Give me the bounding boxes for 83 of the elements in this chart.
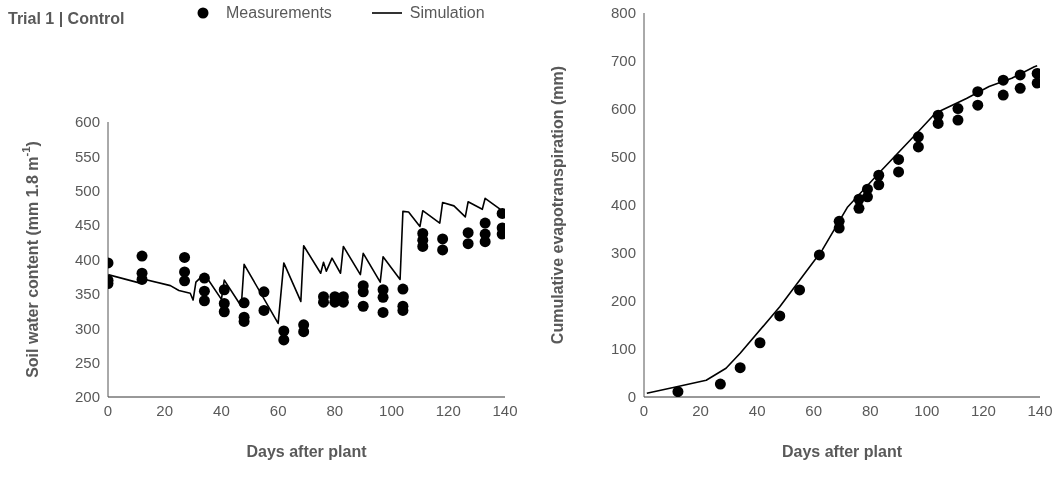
point <box>873 169 885 181</box>
x-tick-label: 0 <box>639 401 649 419</box>
y-tick-label: 250 <box>74 353 100 371</box>
point <box>198 295 210 307</box>
x-tick-label: 60 <box>269 401 287 419</box>
point <box>437 233 449 245</box>
x-tick-label: 140 <box>492 401 518 419</box>
y-tick-label: 300 <box>74 319 100 337</box>
y-axis-title: Cumulative evapotranspiration (mm) <box>548 65 566 345</box>
point <box>873 179 885 191</box>
point <box>136 250 148 262</box>
point <box>377 306 389 318</box>
point <box>997 89 1009 101</box>
point <box>462 227 474 239</box>
y-tick-label: 350 <box>74 285 100 303</box>
point <box>952 103 964 115</box>
x-tick-label: 0 <box>103 401 113 419</box>
x-tick-label: 20 <box>692 401 709 419</box>
x-tick-label: 140 <box>1027 401 1053 419</box>
x-tick-label: 100 <box>914 401 940 419</box>
y-tick-label: 600 <box>610 100 636 118</box>
point <box>258 286 270 298</box>
legend-label: Measurements <box>226 4 332 22</box>
point <box>774 310 786 322</box>
x-tick-label: 20 <box>156 401 174 419</box>
point <box>1014 82 1026 94</box>
point <box>972 86 984 98</box>
legend-label: Simulation <box>409 4 485 22</box>
point <box>258 304 270 316</box>
y-tick-label: 100 <box>610 340 636 358</box>
y-tick-label: 0 <box>627 388 636 406</box>
y-tick-label: 600 <box>74 113 100 131</box>
y-tick-label: 550 <box>74 147 100 165</box>
y-tick-label: 400 <box>610 196 636 214</box>
chart-title: Trial 1 | Control <box>8 10 125 28</box>
point <box>179 251 191 263</box>
y-tick-label: 500 <box>74 182 100 200</box>
point <box>397 283 409 295</box>
point <box>218 284 230 296</box>
point <box>714 378 726 390</box>
point <box>198 285 210 297</box>
point <box>179 266 191 278</box>
point <box>912 131 924 143</box>
point <box>179 275 191 287</box>
y-tick-label: 450 <box>74 216 100 234</box>
point <box>893 166 905 178</box>
y-tick-label: 800 <box>610 4 636 22</box>
x-tick-label: 40 <box>213 401 230 419</box>
point <box>198 272 210 284</box>
point <box>754 337 766 349</box>
y-tick-label: 700 <box>610 52 636 70</box>
point <box>479 236 491 248</box>
point <box>893 153 905 165</box>
point <box>972 99 984 111</box>
x-tick-label: 100 <box>379 401 405 419</box>
x-tick-label: 40 <box>748 401 766 419</box>
x-tick-label: 120 <box>970 401 996 419</box>
point <box>672 386 684 397</box>
point <box>912 141 924 153</box>
y-tick-label: 500 <box>610 148 636 166</box>
point <box>238 297 250 309</box>
x-tick-label: 80 <box>861 401 879 419</box>
y-tick-label: 200 <box>74 388 100 406</box>
point <box>357 300 369 312</box>
x-tick-label: 120 <box>435 401 461 419</box>
point <box>952 114 964 126</box>
x-tick-label: 80 <box>326 401 344 419</box>
point <box>218 306 230 318</box>
x-axis-title: Days after plant <box>246 443 368 460</box>
point <box>437 244 449 256</box>
x-tick-label: 60 <box>805 401 823 419</box>
point <box>278 334 290 346</box>
y-tick-label: 400 <box>74 250 100 268</box>
point <box>1014 69 1026 81</box>
point <box>462 238 474 250</box>
point <box>997 74 1009 86</box>
point <box>813 249 825 261</box>
point <box>479 217 491 229</box>
point <box>734 362 746 374</box>
y-tick-label: 200 <box>610 292 636 310</box>
x-axis-title: Days after plant <box>781 443 903 460</box>
y-tick-label: 300 <box>610 244 636 262</box>
point <box>794 284 806 296</box>
